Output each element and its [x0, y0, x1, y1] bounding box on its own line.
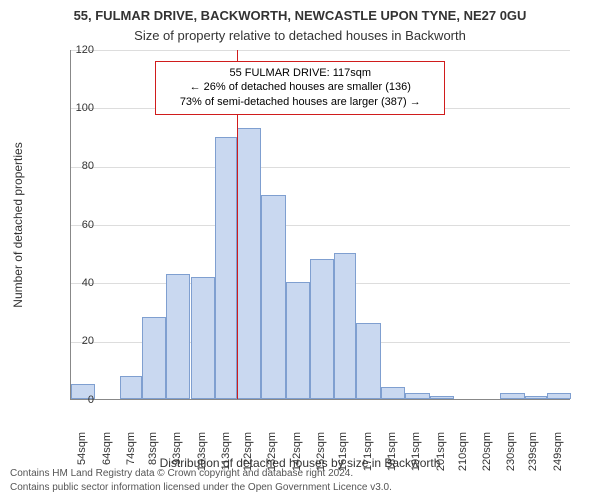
histogram-bar [430, 396, 454, 399]
x-tick-label: 103sqm [196, 432, 208, 482]
x-tick-label: 161sqm [337, 432, 349, 482]
x-tick-label: 249sqm [552, 432, 564, 482]
x-tick-label: 181sqm [386, 432, 398, 482]
x-tick-label: 220sqm [481, 432, 493, 482]
chart-plot-area: 55 FULMAR DRIVE: 117sqm← 26% of detached… [70, 50, 570, 400]
x-tick-label: 201sqm [435, 432, 447, 482]
histogram-bar [215, 137, 237, 400]
histogram-bar [261, 195, 285, 399]
annotation-line: 73% of semi-detached houses are larger (… [162, 95, 438, 110]
footer-line-2: Contains public sector information licen… [10, 482, 392, 495]
y-tick-label: 0 [54, 394, 94, 406]
x-tick-label: 74sqm [125, 432, 137, 482]
x-tick-label: 239sqm [527, 432, 539, 482]
chart-title-main: 55, FULMAR DRIVE, BACKWORTH, NEWCASTLE U… [0, 8, 600, 23]
x-tick-label: 64sqm [101, 432, 113, 482]
histogram-bar [286, 282, 310, 399]
x-tick-label: 142sqm [291, 432, 303, 482]
histogram-bar [191, 277, 215, 400]
x-tick-label: 171sqm [362, 432, 374, 482]
x-tick-label: 191sqm [410, 432, 422, 482]
y-tick-label: 100 [54, 102, 94, 114]
histogram-bar [310, 259, 334, 399]
x-tick-label: 152sqm [315, 432, 327, 482]
y-tick-label: 80 [54, 160, 94, 172]
histogram-bar [405, 393, 429, 399]
histogram-bar [120, 376, 142, 399]
grid-line [71, 50, 570, 51]
x-tick-label: 210sqm [457, 432, 469, 482]
histogram-bar [547, 393, 571, 399]
x-tick-label: 83sqm [147, 432, 159, 482]
annotation-line: ← 26% of detached houses are smaller (13… [162, 80, 438, 95]
histogram-bar [381, 387, 405, 399]
histogram-bar [166, 274, 190, 399]
histogram-bar [356, 323, 380, 399]
x-tick-label: 54sqm [76, 432, 88, 482]
y-tick-label: 60 [54, 219, 94, 231]
annotation-line: 55 FULMAR DRIVE: 117sqm [162, 66, 438, 81]
histogram-bar [237, 128, 261, 399]
histogram-bar [525, 396, 547, 399]
histogram-bar [142, 317, 166, 399]
x-tick-label: 132sqm [266, 432, 278, 482]
y-tick-label: 120 [54, 44, 94, 56]
annotation-box: 55 FULMAR DRIVE: 117sqm← 26% of detached… [155, 61, 445, 116]
x-tick-label: 93sqm [171, 432, 183, 482]
x-tick-label: 113sqm [220, 432, 232, 482]
x-tick-label: 122sqm [242, 432, 254, 482]
y-tick-label: 20 [54, 335, 94, 347]
chart-title-sub: Size of property relative to detached ho… [0, 28, 600, 43]
y-tick-label: 40 [54, 277, 94, 289]
y-axis-label: Number of detached properties [11, 142, 25, 307]
histogram-bar [334, 253, 356, 399]
grid-line [71, 167, 570, 168]
histogram-bar [500, 393, 524, 399]
grid-line [71, 225, 570, 226]
x-tick-label: 230sqm [505, 432, 517, 482]
